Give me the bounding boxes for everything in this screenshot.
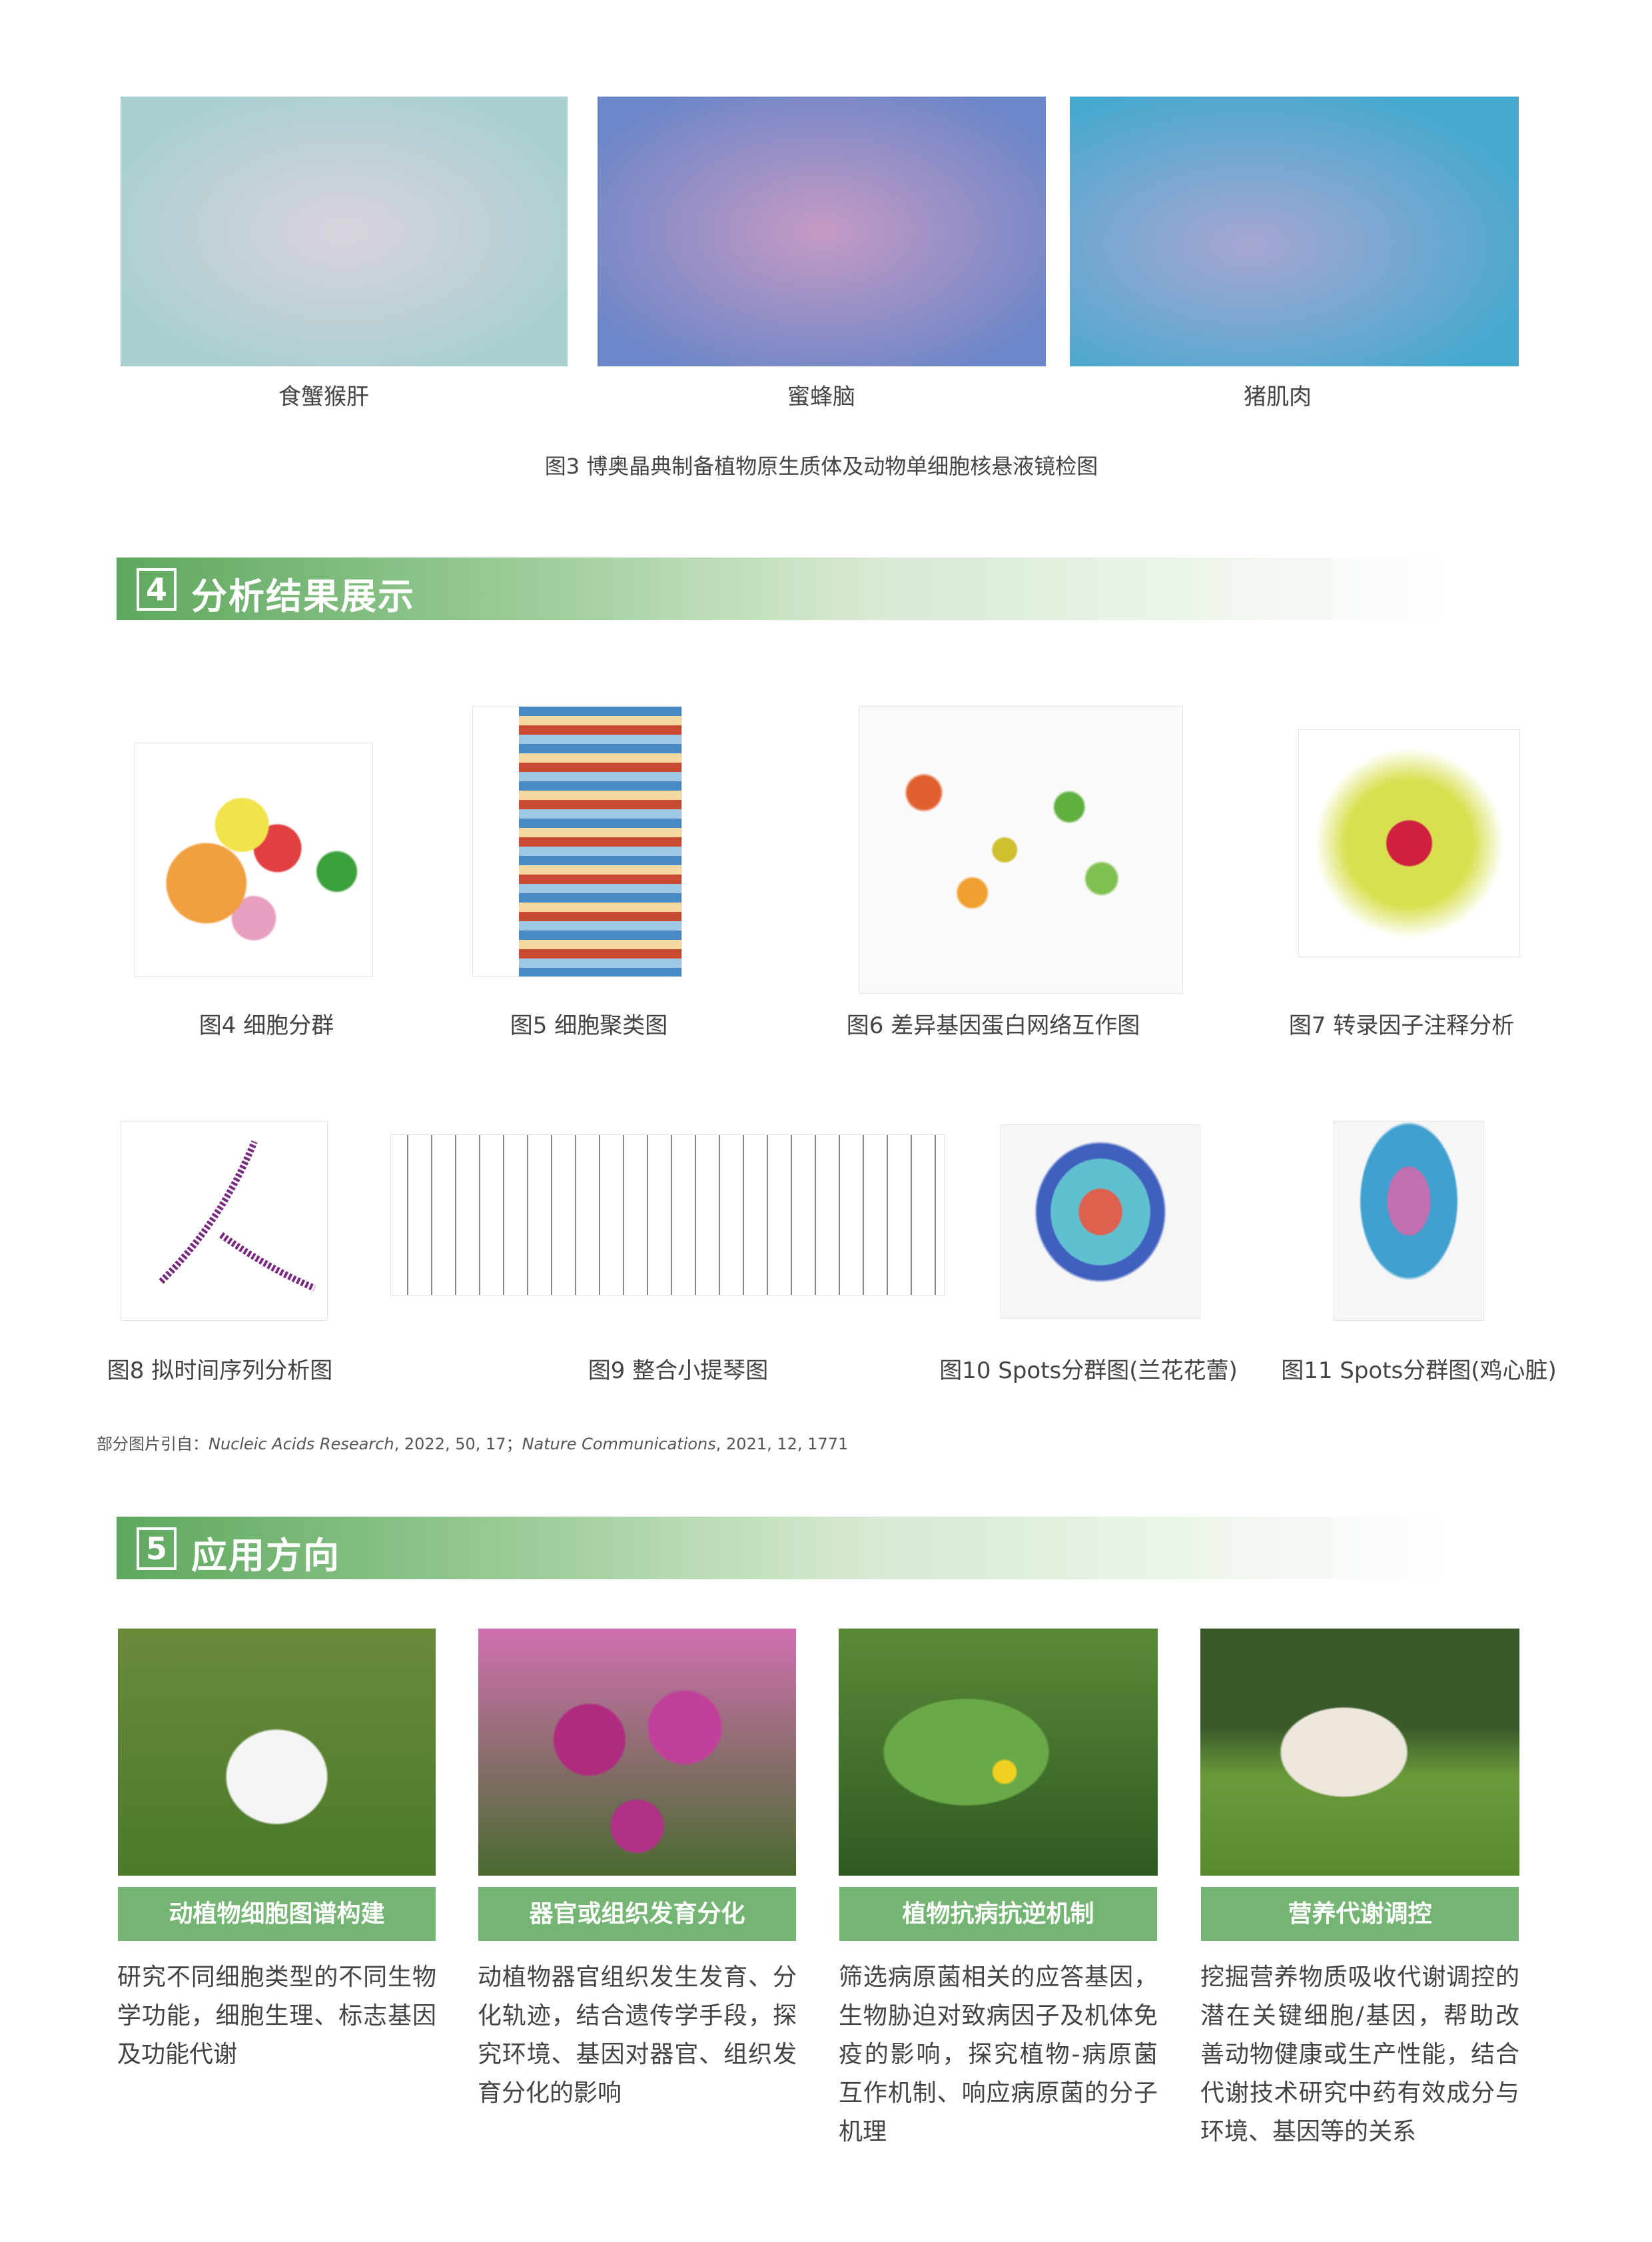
citation-detail: , 2021, 12, 1771 (715, 1435, 849, 1453)
section-title: 分析结果展示 (191, 575, 415, 617)
figure-image (859, 706, 1183, 994)
application-title: 营养代谢调控 (1201, 1887, 1519, 1941)
citation-detail: , 2022, 50, 17； (394, 1435, 522, 1453)
figure-image (121, 1121, 328, 1321)
citation: 部分图片引自：Nucleic Acids Research, 2022, 50,… (97, 1431, 848, 1454)
figure-caption: 图5 细胞聚类图 (510, 1012, 668, 1039)
micrograph-caption: 蜜蜂脑 (787, 384, 855, 410)
micrograph-caption: 食蟹猴肝 (278, 384, 369, 410)
application-image (478, 1629, 796, 1876)
application-image (118, 1629, 436, 1876)
section-number: 5 (137, 1527, 177, 1570)
figure-image (390, 1134, 945, 1296)
figure-caption: 图8 拟时间序列分析图 (107, 1357, 333, 1384)
figure-image (1001, 1124, 1200, 1319)
trajectory-plot (159, 1140, 316, 1292)
figure-image (472, 706, 682, 977)
application-title: 植物抗病抗逆机制 (839, 1887, 1157, 1941)
section-number: 4 (137, 568, 177, 611)
application-title: 器官或组织发育分化 (478, 1887, 796, 1941)
section-header: 5 应用方向 (117, 1517, 1449, 1579)
micrograph (598, 97, 1046, 366)
figure-image (1298, 729, 1520, 957)
application-description: 挖掘营养物质吸收代谢调控的潜在关键细胞/基因，帮助改善动物健康或生产性能，结合代… (1200, 1964, 1519, 2145)
application-title: 动植物细胞图谱构建 (118, 1887, 436, 1941)
micrograph (121, 97, 568, 366)
application-description: 动植物器官组织发生发育、分化轨迹，结合遗传学手段，探究环境、基因对器官、组织发育… (478, 1964, 797, 2107)
application-image (839, 1629, 1158, 1876)
section-title: 应用方向 (191, 1535, 340, 1577)
section-header: 4 分析结果展示 (117, 558, 1449, 620)
application-description: 研究不同细胞类型的不同生物学功能，细胞生理、标志基因及功能代谢 (117, 1964, 436, 2068)
micrograph-caption: 猪肌肉 (1244, 384, 1312, 410)
figure-image (1334, 1121, 1484, 1321)
application-description: 筛选病原菌相关的应答基因，生物胁迫对致病因子及机体免疫的影响，探究植物-病原菌互… (839, 1964, 1158, 2145)
citation-prefix: 部分图片引自： (97, 1435, 208, 1453)
citation-journal: Nucleic Acids Research (208, 1435, 394, 1453)
figure-caption: 图3 博奥晶典制备植物原生质体及动物单细胞核悬液镜检图 (544, 454, 1098, 479)
figure-caption: 图11 Spots分群图(鸡心脏) (1281, 1357, 1557, 1384)
figure-caption: 图10 Spots分群图(兰花花蕾) (939, 1357, 1238, 1384)
citation-journal: Nature Communications (522, 1435, 716, 1453)
figure-caption: 图9 整合小提琴图 (588, 1357, 769, 1384)
figure-image (135, 743, 373, 977)
micrograph (1070, 97, 1519, 366)
figure-caption: 图7 转录因子注释分析 (1288, 1012, 1515, 1039)
application-image (1200, 1629, 1519, 1876)
figure-caption: 图4 细胞分群 (199, 1012, 334, 1039)
figure-caption: 图6 差异基因蛋白网络互作图 (846, 1012, 1140, 1039)
